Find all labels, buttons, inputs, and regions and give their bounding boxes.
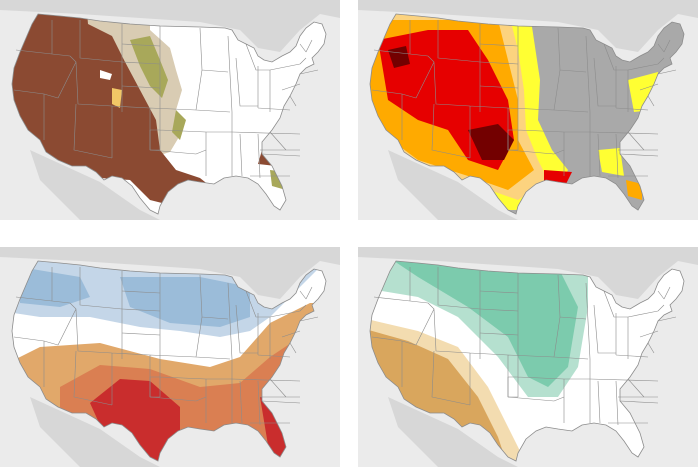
map-panel-bottom-left <box>0 247 340 467</box>
map-svg <box>358 0 698 220</box>
category-area-green <box>388 261 578 387</box>
mexico-land <box>30 397 160 467</box>
canada-land <box>358 0 698 52</box>
category-area-orange-fl <box>626 180 642 200</box>
category-area-darkred-ca <box>388 46 410 68</box>
mexico-land <box>388 397 518 467</box>
category-area-darkred-tx <box>468 124 514 160</box>
canada-land <box>0 0 340 52</box>
map-svg <box>0 247 340 467</box>
map-svg <box>0 0 340 220</box>
category-area-brown <box>12 14 210 204</box>
map-panel-top-left <box>0 0 340 220</box>
map-svg <box>358 247 698 467</box>
category-area-blue-north <box>120 277 250 327</box>
map-panel-top-right <box>358 0 698 220</box>
category-area-olive-mid <box>172 110 186 140</box>
map-panel-bottom-right <box>358 247 698 467</box>
category-area-olive-plains <box>130 36 168 98</box>
mexico-land <box>30 150 160 220</box>
canada-land <box>358 247 698 299</box>
category-area-blue-west <box>20 267 90 307</box>
category-area-white <box>100 70 112 80</box>
canada-land <box>0 247 340 299</box>
mexico-land <box>388 150 518 220</box>
category-area-gold <box>112 88 122 108</box>
